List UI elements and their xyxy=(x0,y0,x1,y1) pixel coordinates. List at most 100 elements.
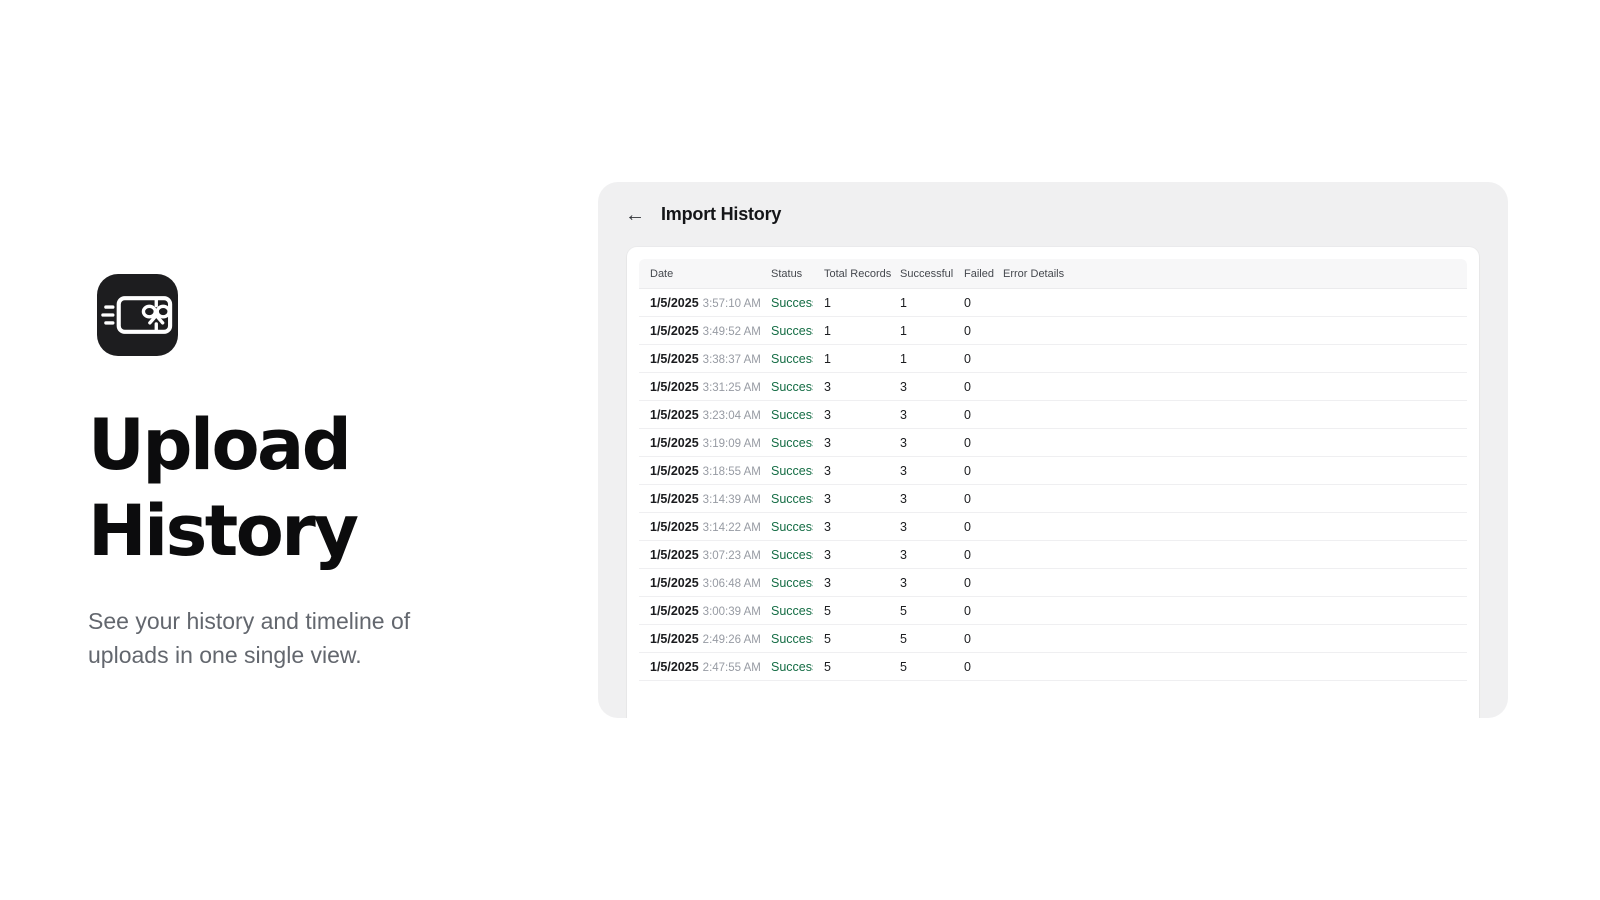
row-time: 3:31:25 AM xyxy=(702,381,760,394)
row-time: 3:49:52 AM xyxy=(702,325,760,338)
column-header-date: Date xyxy=(639,259,760,289)
import-history-panel: ← Import History Date Status Total Recor… xyxy=(598,182,1508,718)
column-header-failed: Failed xyxy=(953,259,994,289)
row-time: 3:19:09 AM xyxy=(702,437,760,450)
cell-successful: 5 xyxy=(889,625,953,653)
cell-status: Success xyxy=(760,457,813,485)
row-date: 1/5/2025 xyxy=(650,379,699,394)
row-date: 1/5/2025 xyxy=(650,351,699,366)
row-time: 3:18:55 AM xyxy=(702,465,760,478)
status-success-label: Success xyxy=(771,491,813,506)
cell-successful: 3 xyxy=(889,569,953,597)
row-time: 3:06:48 AM xyxy=(702,577,760,590)
cell-date: 1/5/2025 3:23:04 AM xyxy=(639,401,760,429)
status-success-label: Success xyxy=(771,323,813,338)
cell-error-details xyxy=(992,625,1467,653)
row-date: 1/5/2025 xyxy=(650,435,699,450)
cell-failed: 0 xyxy=(953,541,992,569)
cell-total-records: 5 xyxy=(813,597,889,625)
cell-failed: 0 xyxy=(953,317,992,345)
status-success-label: Success xyxy=(771,575,813,590)
gift-card-icon xyxy=(101,296,173,334)
cell-error-details xyxy=(992,513,1467,541)
cell-failed: 0 xyxy=(953,625,992,653)
cell-status: Success xyxy=(760,513,813,541)
back-arrow-icon[interactable]: ← xyxy=(625,203,645,226)
page-title-line2: History xyxy=(88,490,359,572)
cell-date: 1/5/2025 3:06:48 AM xyxy=(639,569,760,597)
cell-successful: 3 xyxy=(889,457,953,485)
status-success-label: Success xyxy=(771,351,813,366)
status-success-label: Success xyxy=(771,379,813,394)
cell-total-records: 3 xyxy=(813,457,889,485)
cell-date: 1/5/2025 3:14:39 AM xyxy=(639,485,760,513)
cell-date: 1/5/2025 3:19:09 AM xyxy=(639,429,760,457)
status-success-label: Success xyxy=(771,519,813,534)
cell-date: 1/5/2025 3:07:23 AM xyxy=(639,541,760,569)
page-subtitle: See your history and timeline of uploads… xyxy=(88,608,411,668)
row-time: 2:49:26 AM xyxy=(702,633,760,646)
panel-header: ← Import History xyxy=(598,182,1508,230)
cell-error-details xyxy=(992,569,1467,597)
row-date: 1/5/2025 xyxy=(650,603,699,618)
cell-date: 1/5/2025 3:49:52 AM xyxy=(639,317,760,345)
cell-total-records: 3 xyxy=(813,485,889,513)
cell-total-records: 1 xyxy=(813,317,889,345)
cell-status: Success xyxy=(760,597,813,625)
row-date: 1/5/2025 xyxy=(650,575,699,590)
cell-status: Success xyxy=(760,317,813,345)
cell-status: Success xyxy=(760,569,813,597)
cell-successful: 5 xyxy=(889,597,953,625)
cell-failed: 0 xyxy=(953,569,992,597)
cell-status: Success xyxy=(760,625,813,653)
status-success-label: Success xyxy=(771,295,813,310)
row-date: 1/5/2025 xyxy=(650,491,699,506)
panel-title: Import History xyxy=(661,204,782,224)
cell-total-records: 3 xyxy=(813,541,889,569)
status-success-label: Success xyxy=(771,631,813,646)
cell-successful: 3 xyxy=(889,485,953,513)
cell-date: 1/5/2025 3:14:22 AM xyxy=(639,513,760,541)
cell-failed: 0 xyxy=(953,653,992,681)
row-time: 3:00:39 AM xyxy=(702,605,760,618)
cell-error-details xyxy=(992,457,1467,485)
column-header-total-records: Total Records xyxy=(813,259,891,289)
cell-status: Success xyxy=(760,485,813,513)
cell-total-records: 5 xyxy=(813,625,889,653)
cell-failed: 0 xyxy=(953,429,992,457)
cell-successful: 1 xyxy=(889,317,953,345)
cell-error-details xyxy=(992,401,1467,429)
cell-successful: 1 xyxy=(889,345,953,373)
cell-status: Success xyxy=(760,429,813,457)
column-header-successful: Successful xyxy=(889,259,953,289)
cell-failed: 0 xyxy=(953,401,992,429)
row-time: 3:23:04 AM xyxy=(702,409,760,422)
cell-failed: 0 xyxy=(953,373,992,401)
status-success-label: Success xyxy=(771,463,813,478)
cell-error-details xyxy=(992,317,1467,345)
cell-total-records: 3 xyxy=(813,569,889,597)
cell-failed: 0 xyxy=(953,597,992,625)
cell-failed: 0 xyxy=(953,513,992,541)
cell-error-details xyxy=(992,485,1467,513)
cell-error-details xyxy=(992,541,1467,569)
cell-status: Success xyxy=(760,653,813,681)
import-history-table: Date Status Total Records Successful Fai… xyxy=(639,259,1467,681)
row-time: 2:47:55 AM xyxy=(702,661,760,674)
cell-date: 1/5/2025 3:57:10 AM xyxy=(639,289,760,317)
cell-status: Success xyxy=(760,373,813,401)
cell-error-details xyxy=(992,345,1467,373)
cell-successful: 3 xyxy=(889,429,953,457)
cell-error-details xyxy=(992,597,1467,625)
cell-error-details xyxy=(992,289,1467,317)
